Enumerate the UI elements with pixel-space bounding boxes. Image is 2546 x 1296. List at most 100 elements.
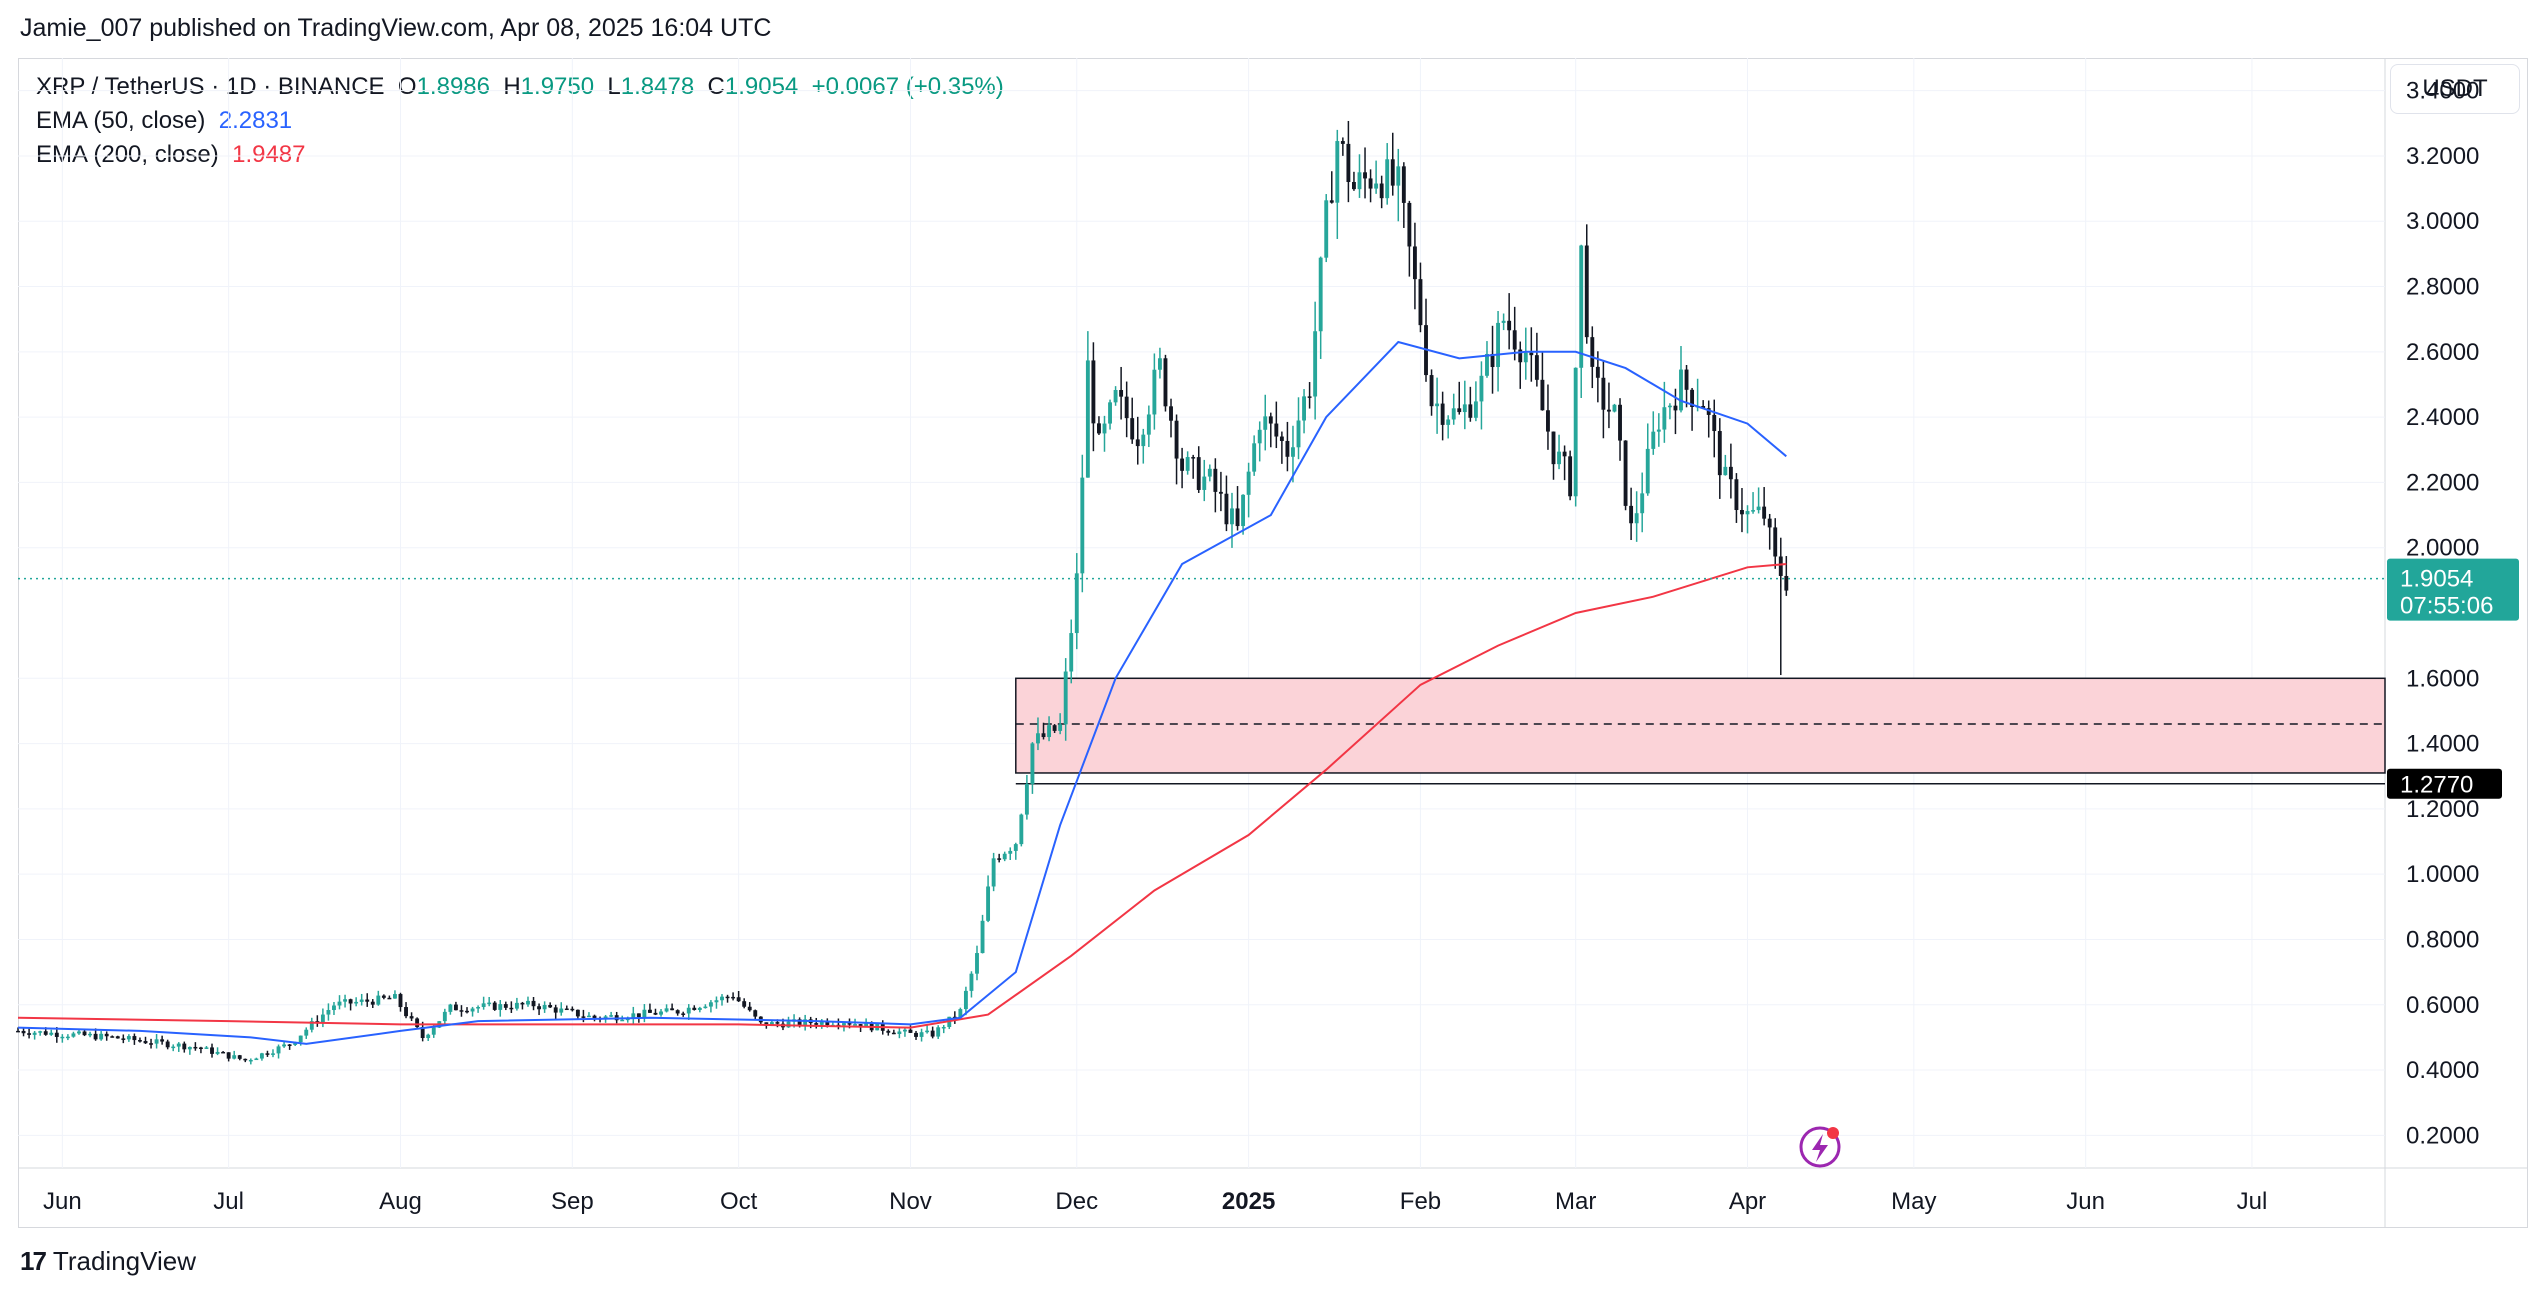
candle-body [1634,513,1639,524]
candle-body [1085,360,1090,478]
candle-body [110,1036,115,1038]
candle-body [914,1032,918,1037]
candle-body [138,1040,142,1042]
candle-body [27,1033,32,1035]
candle-body [215,1051,220,1054]
candle-body [531,1000,536,1007]
candle-body [1679,369,1683,411]
price-tick-label: 2.2000 [2406,469,2479,496]
time-tick-label: Feb [1400,1188,1441,1215]
candle-body [1728,466,1733,480]
candle-body [343,999,347,1002]
price-tick-label: 2.6000 [2406,339,2479,366]
candle-body [1307,396,1312,398]
candle-body [326,1010,331,1015]
close-value: 1.9054 [724,73,799,100]
currency-button[interactable]: USDT [2390,64,2520,114]
candle-body [43,1031,48,1035]
candle-body [1218,491,1223,494]
level-value: 1.2770 [2400,772,2473,799]
ema50-line [17,340,1787,1045]
candle-body [653,1012,658,1015]
candle-body [692,1007,697,1010]
ema50-value: 2.2831 [218,107,293,134]
candle-body [1279,436,1284,441]
candle-body [686,1007,691,1014]
bar-countdown: 07:55:06 [2400,593,2493,620]
candle-body [886,1030,891,1033]
close-label: C [707,73,725,100]
candle-body [198,1047,203,1050]
ema200-row[interactable]: EMA (200, close) 1.9487 [36,138,1004,172]
candle-body [969,973,974,991]
ema50-row[interactable]: EMA (50, close) 2.2831 [36,104,1004,138]
candle-body [1119,389,1124,397]
time-tick-label: Apr [1729,1188,1766,1215]
candle-body [564,1008,569,1011]
candle-body [1335,141,1340,203]
candle-body [620,1019,625,1022]
candle-body [287,1044,292,1046]
price-tick-label: 2.0000 [2406,535,2479,562]
candle-body [659,1011,663,1015]
tradingview-logo[interactable]: 17 TradingView [20,1246,196,1277]
candle-body [1036,733,1040,744]
candle-body [132,1036,137,1041]
candle-body [1784,575,1789,591]
candle-body [431,1027,436,1035]
candle-body [936,1027,941,1037]
candle-body [559,1008,564,1013]
flash-icon[interactable] [1799,1126,1841,1168]
candle-body [1773,527,1778,557]
candle-body [1063,671,1068,725]
candle-body [1241,494,1246,527]
candle-body [1080,477,1085,574]
candle-body [625,1018,630,1021]
candle-body [664,1008,669,1012]
candle-body [642,1009,647,1018]
candle-body [1446,419,1451,425]
candle-body [65,1036,70,1039]
price-tick-label: 3.2000 [2406,143,2479,170]
candle-body [1612,404,1617,412]
candle-body [442,1011,447,1022]
chart-legend: XRP / TetherUS · 1D · BINANCE O1.8986 H1… [36,70,1004,172]
candle-body [1523,352,1528,363]
candle-body [354,1001,359,1004]
candle-body [271,1053,275,1055]
candle-body [720,996,724,1001]
candle-body [420,1027,425,1039]
time-tick-label: Jun [43,1188,82,1215]
candle-body [675,1010,680,1014]
low-label: L [607,73,621,100]
candle-body [226,1052,231,1059]
candle-body [498,1004,503,1010]
price-tick-label: 0.4000 [2406,1057,2479,1084]
candle-body [381,995,386,998]
candle-body [1379,183,1384,199]
candle-body [1501,320,1506,323]
time-axis[interactable]: Jun Jul Aug Sep Oct Nov Dec 2025 Feb Mar Apr May Jun… [43,1188,2267,1215]
candle-body [1590,337,1595,367]
candle-body [1435,403,1440,407]
candle-body [465,1010,469,1013]
candle-body [1113,389,1118,403]
candle-body [210,1047,214,1054]
candle-body [232,1055,237,1059]
time-tick-label: Jun [2066,1188,2105,1215]
candle-body [1740,510,1744,515]
candle-body [304,1029,309,1036]
candle-body [997,858,1002,860]
candle-body [476,1007,481,1009]
candle-body [941,1026,946,1029]
candle-body [237,1055,242,1059]
candle-body [1656,429,1661,432]
candle-body [1108,402,1112,424]
candle-body [1468,404,1473,418]
time-tick-label: Jul [2237,1188,2268,1215]
candle-body [548,1005,553,1008]
price-axis[interactable]: 3.4000 3.2000 3.0000 2.8000 2.6000 2.4000 2.20… [2406,78,2479,1150]
symbol-label[interactable]: XRP / TetherUS · 1D · BINANCE [36,73,385,100]
candle-body [908,1029,913,1033]
